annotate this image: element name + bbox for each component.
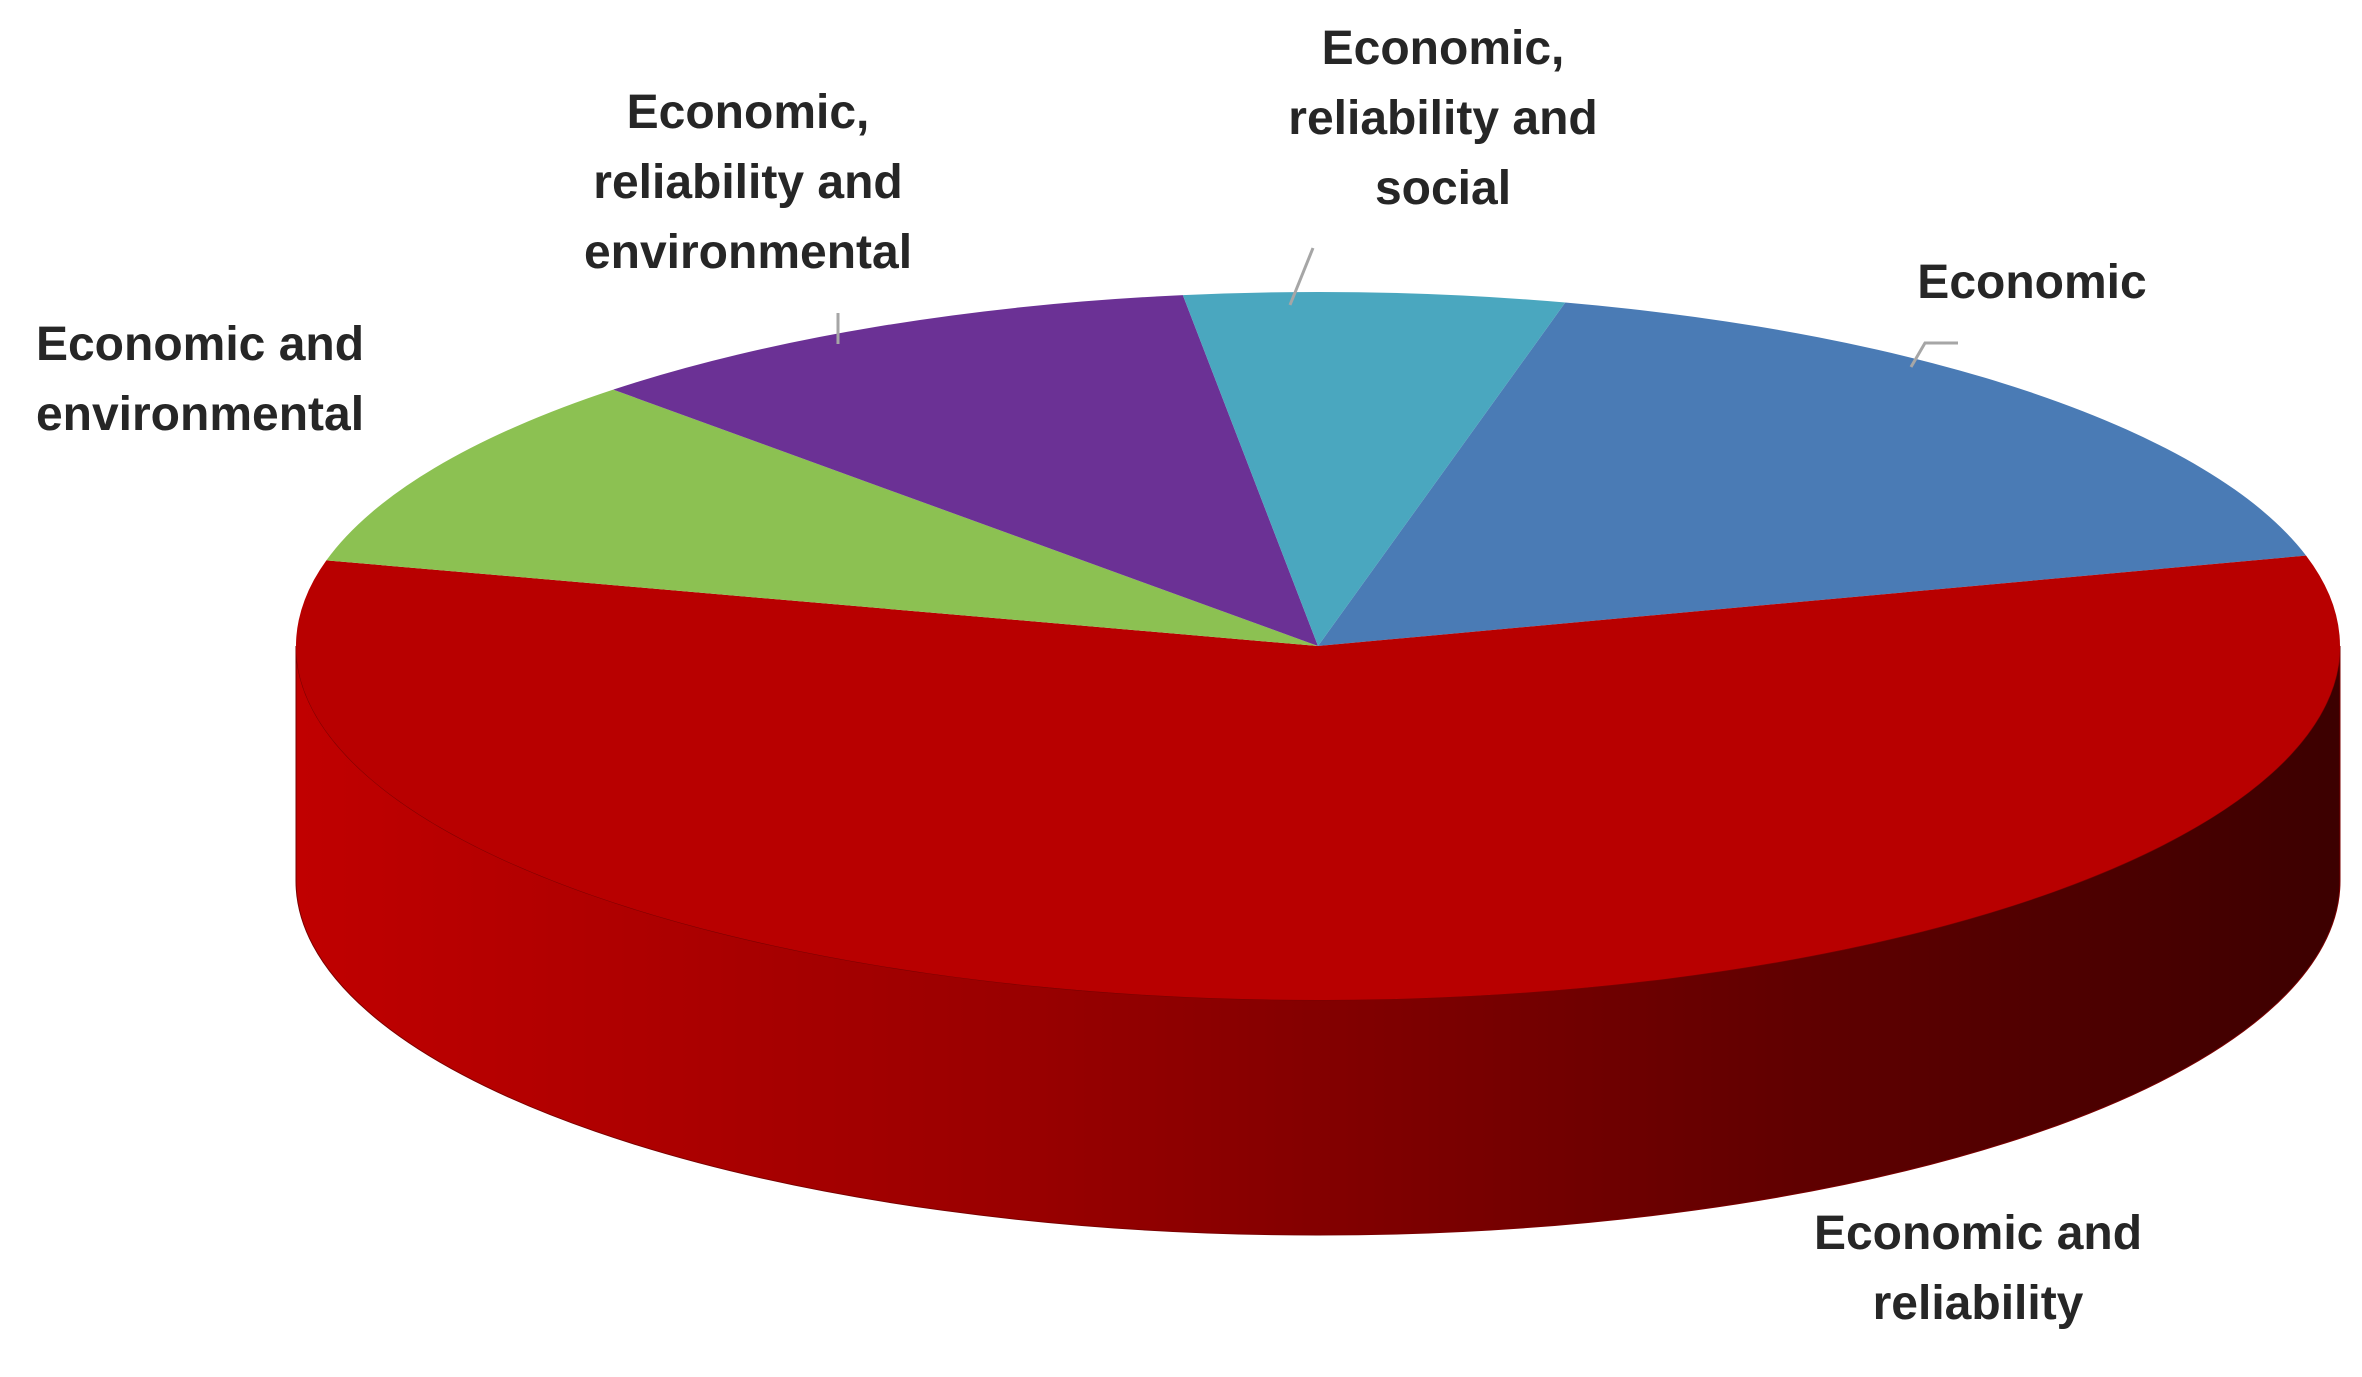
data-label-1: Economic and reliability	[1814, 1207, 2142, 1330]
pie-slice-4	[1182, 292, 1566, 646]
leader-line-4	[1288, 247, 1315, 306]
data-label-4: Economic, reliability and social	[1288, 22, 1597, 215]
pie-slice-1	[296, 555, 2341, 1000]
data-label-0: Economic	[1917, 256, 2146, 309]
data-label-3: Economic, reliability and environmental	[584, 86, 912, 279]
data-label-2: Economic and environmental	[36, 318, 364, 441]
leader-line-0	[1909, 341, 1958, 368]
pie-slice-3	[613, 295, 1318, 646]
pie-slice-0	[1318, 302, 2307, 646]
pie-slice-2	[326, 389, 1318, 646]
